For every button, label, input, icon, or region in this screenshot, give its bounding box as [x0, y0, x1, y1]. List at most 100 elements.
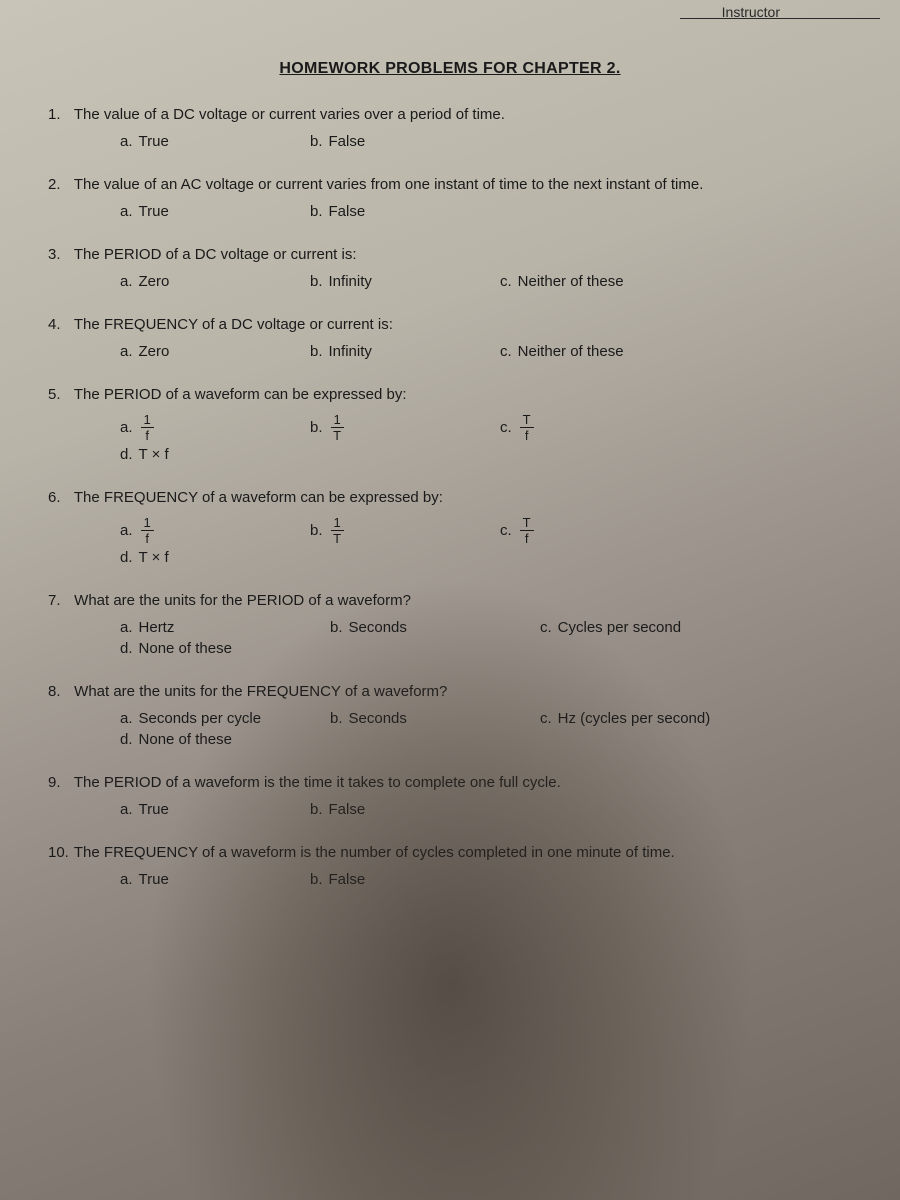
question-number: 4.	[48, 316, 70, 333]
option-letter: a.	[120, 522, 133, 539]
option-text: None of these	[139, 731, 232, 748]
option-text: Neither of these	[518, 273, 624, 290]
option-letter: a.	[120, 203, 133, 220]
question-number: 8.	[48, 683, 70, 700]
option-c: c.Neither of these	[500, 273, 690, 290]
option-letter: c.	[500, 343, 512, 360]
option-text: True	[139, 133, 169, 150]
option-b: b.1T	[310, 516, 500, 545]
option-c: c.Tf	[500, 413, 690, 442]
fraction-denominator: f	[525, 428, 529, 442]
question-number: 9.	[48, 774, 70, 791]
question-4: 4. The FREQUENCY of a DC voltage or curr…	[30, 316, 870, 364]
option-d: d. None of these	[120, 731, 330, 748]
question-3: 3. The PERIOD of a DC voltage or current…	[30, 246, 870, 294]
question-7: 7. What are the units for the PERIOD of …	[30, 592, 870, 661]
question-text: 7. What are the units for the PERIOD of …	[30, 592, 870, 609]
options-row: a. Zero b.Infinityc.Neither of these	[30, 273, 870, 294]
worksheet-page: Instructor HOMEWORK PROBLEMS FOR CHAPTER…	[0, 0, 900, 944]
option-b: b.False	[310, 133, 500, 150]
option-a: a. True	[120, 203, 310, 220]
question-1: 1. The value of a DC voltage or current …	[30, 106, 870, 154]
option-letter: a.	[120, 343, 133, 360]
option-text: True	[139, 871, 169, 888]
option-a: a. Zero	[120, 273, 310, 290]
option-b: b.Infinity	[310, 273, 500, 290]
option-b: b.False	[310, 203, 500, 220]
option-letter: d.	[120, 549, 133, 566]
option-text: True	[139, 203, 169, 220]
option-letter: c.	[540, 619, 552, 636]
option-text: False	[329, 801, 366, 818]
question-text: 8. What are the units for the FREQUENCY …	[30, 683, 870, 700]
fraction-numerator: 1	[331, 516, 344, 531]
question-text: 9. The PERIOD of a waveform is the time …	[30, 774, 870, 791]
questions-container: 1. The value of a DC voltage or current …	[30, 106, 870, 892]
option-letter: d.	[120, 640, 133, 657]
option-letter: b.	[330, 619, 343, 636]
options-row: a.Hertzb.Secondsc.Cycles per secondd.Non…	[30, 619, 870, 661]
question-text: 3. The PERIOD of a DC voltage or current…	[30, 246, 870, 263]
option-text: False	[329, 133, 366, 150]
option-text: Seconds per cycle	[139, 710, 262, 727]
question-9: 9. The PERIOD of a waveform is the time …	[30, 774, 870, 822]
option-letter: a.	[120, 273, 133, 290]
fraction: Tf	[520, 413, 534, 442]
question-number: 2.	[48, 176, 70, 193]
option-text: Infinity	[329, 343, 372, 360]
option-b: b. Infinity	[310, 343, 500, 360]
instructor-blank-line	[680, 18, 880, 19]
question-number: 3.	[48, 246, 70, 263]
option-text: Neither of these	[518, 343, 624, 360]
option-text: Seconds	[349, 710, 407, 727]
question-prompt: The PERIOD of a DC voltage or current is…	[70, 246, 357, 263]
fraction-numerator: T	[520, 516, 534, 531]
option-letter: b.	[310, 871, 323, 888]
option-d: d.T × f	[120, 446, 310, 463]
question-number: 1.	[48, 106, 70, 123]
question-10: 10. The FREQUENCY of a waveform is the n…	[30, 844, 870, 892]
option-letter: c.	[500, 522, 512, 539]
option-b: b.False	[310, 871, 500, 888]
fraction-denominator: f	[145, 428, 149, 442]
option-letter: b.	[310, 522, 323, 539]
option-letter: a.	[120, 133, 133, 150]
option-a: a. Zero	[120, 343, 310, 360]
question-text: 5. The PERIOD of a waveform can be expre…	[30, 386, 870, 403]
option-text: True	[139, 801, 169, 818]
option-a: a.1f	[120, 413, 310, 442]
option-text: Hertz	[139, 619, 175, 636]
question-prompt: The FREQUENCY of a DC voltage or current…	[70, 316, 393, 333]
option-a: a. True	[120, 133, 310, 150]
option-letter: b.	[310, 419, 323, 436]
question-8: 8. What are the units for the FREQUENCY …	[30, 683, 870, 752]
option-c: c. Tf	[500, 516, 690, 545]
option-letter: a.	[120, 619, 133, 636]
question-text: 1. The value of a DC voltage or current …	[30, 106, 870, 123]
question-prompt: The value of a DC voltage or current var…	[70, 106, 505, 123]
option-letter: b.	[310, 273, 323, 290]
option-letter: a.	[120, 801, 133, 818]
option-a: a.True	[120, 871, 310, 888]
option-letter: d.	[120, 446, 133, 463]
option-text: False	[329, 203, 366, 220]
question-text: 10. The FREQUENCY of a waveform is the n…	[30, 844, 870, 861]
question-text: 6. The FREQUENCY of a waveform can be ex…	[30, 489, 870, 506]
fraction-numerator: 1	[141, 413, 154, 428]
option-letter: d.	[120, 731, 133, 748]
option-text: None of these	[139, 640, 232, 657]
fraction: 1T	[331, 413, 344, 442]
question-number: 7.	[48, 592, 70, 609]
options-row: a. True b.False	[30, 203, 870, 224]
option-b: b.Seconds	[330, 710, 540, 727]
fraction-denominator: T	[333, 428, 341, 442]
question-text: 2. The value of an AC voltage or current…	[30, 176, 870, 193]
option-text: Zero	[139, 343, 170, 360]
fraction-denominator: f	[525, 531, 529, 545]
question-prompt: The FREQUENCY of a waveform can be expre…	[70, 489, 443, 506]
options-row: a. True b.False	[30, 133, 870, 154]
option-letter: b.	[310, 343, 323, 360]
options-row: a. Zero b. Infinity c. Neither of these	[30, 343, 870, 364]
option-text: Zero	[139, 273, 170, 290]
question-prompt: What are the units for the PERIOD of a w…	[70, 592, 411, 609]
